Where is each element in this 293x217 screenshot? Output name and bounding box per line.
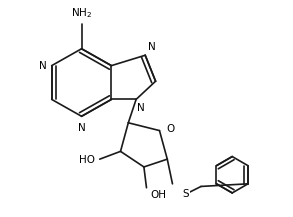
Text: N: N	[39, 61, 47, 71]
Text: N: N	[137, 103, 145, 113]
Text: N: N	[148, 42, 156, 52]
Text: S: S	[182, 189, 189, 199]
Text: O: O	[166, 124, 174, 134]
Text: OH: OH	[150, 190, 166, 200]
Text: HO: HO	[79, 155, 95, 165]
Text: N: N	[78, 123, 86, 133]
Text: NH$_2$: NH$_2$	[71, 6, 92, 20]
